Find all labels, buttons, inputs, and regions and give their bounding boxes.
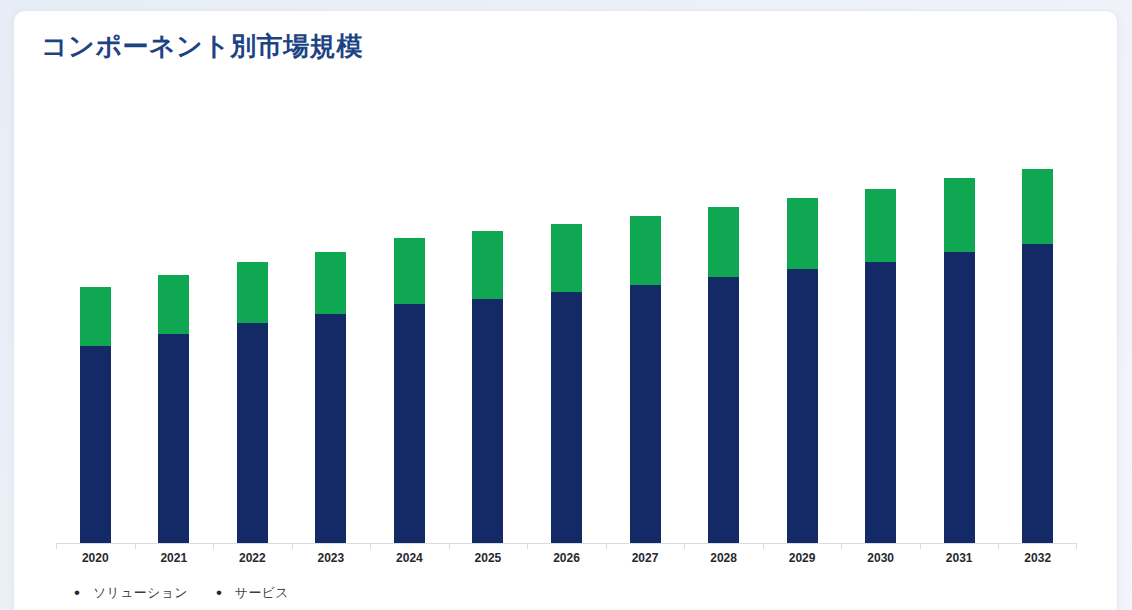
x-axis-label: 2022 [222, 551, 282, 565]
x-axis-tick [449, 544, 450, 549]
x-axis-tick [135, 544, 136, 549]
x-axis-label: 2030 [851, 551, 911, 565]
bar-segment-solution[interactable] [394, 304, 425, 543]
bar-segment-service[interactable] [630, 216, 661, 285]
bar-segment-service[interactable] [394, 238, 425, 304]
bar-segment-service[interactable] [708, 207, 739, 277]
x-axis-label: 2021 [144, 551, 204, 565]
x-axis-tick [56, 544, 57, 549]
bar-segment-solution[interactable] [1022, 244, 1053, 543]
bar-segment-service[interactable] [551, 224, 582, 292]
x-axis-tick [527, 544, 528, 549]
bar-segment-service[interactable] [472, 231, 503, 299]
bar-segment-solution[interactable] [315, 314, 346, 543]
x-axis-tick [1076, 544, 1077, 549]
legend-label-solution: ソリューション [93, 584, 188, 602]
chart-card: コンポーネント別市場規模 202020212022202320242025202… [13, 10, 1118, 610]
bar-segment-service[interactable] [315, 252, 346, 314]
x-axis-tick [213, 544, 214, 549]
x-axis-tick [763, 544, 764, 549]
x-axis-label: 2020 [65, 551, 125, 565]
x-axis-label: 2026 [537, 551, 597, 565]
plot-area: 2020202120222023202420252026202720282029… [56, 131, 1077, 544]
x-axis-label: 2027 [615, 551, 675, 565]
bar-segment-solution[interactable] [630, 285, 661, 543]
x-axis-tick [841, 544, 842, 549]
x-axis-tick [998, 544, 999, 549]
x-axis-label: 2032 [1008, 551, 1068, 565]
bar-segment-service[interactable] [865, 189, 896, 262]
x-axis-tick [920, 544, 921, 549]
x-axis-label: 2031 [929, 551, 989, 565]
x-axis-label: 2025 [458, 551, 518, 565]
bar-segment-service[interactable] [237, 262, 268, 323]
x-axis-label: 2023 [301, 551, 361, 565]
bar-segment-solution[interactable] [708, 277, 739, 543]
bar-segment-solution[interactable] [472, 299, 503, 543]
legend-item-solution: • ソリューション [74, 584, 188, 602]
chart-legend: • ソリューション • サービス [74, 584, 289, 602]
bar-segment-service[interactable] [1022, 169, 1053, 244]
bullet-icon: • [74, 584, 80, 602]
x-axis-label: 2029 [772, 551, 832, 565]
x-axis-tick [684, 544, 685, 549]
x-axis-tick [370, 544, 371, 549]
x-axis-label: 2024 [379, 551, 439, 565]
bar-segment-solution[interactable] [158, 334, 189, 543]
x-axis-tick [292, 544, 293, 549]
legend-label-service: サービス [235, 584, 289, 602]
bar-segment-solution[interactable] [237, 323, 268, 543]
legend-item-service: • サービス [216, 584, 289, 602]
bar-segment-solution[interactable] [787, 269, 818, 543]
bar-segment-solution[interactable] [865, 262, 896, 543]
bar-segment-service[interactable] [80, 287, 111, 346]
bar-segment-solution[interactable] [944, 252, 975, 543]
bar-segment-service[interactable] [944, 178, 975, 252]
bar-segment-solution[interactable] [551, 292, 582, 543]
bar-segment-service[interactable] [787, 198, 818, 269]
bar-segment-solution[interactable] [80, 346, 111, 543]
bullet-icon: • [216, 584, 222, 602]
chart-title: コンポーネント別市場規模 [41, 29, 363, 64]
x-axis-label: 2028 [694, 551, 754, 565]
bar-segment-service[interactable] [158, 275, 189, 334]
x-axis-tick [606, 544, 607, 549]
